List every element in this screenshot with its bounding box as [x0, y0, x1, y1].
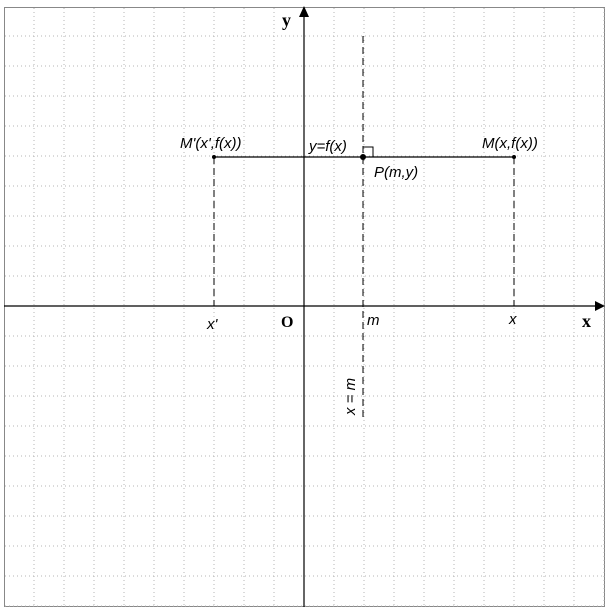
y-axis-label: y	[282, 10, 291, 30]
tick-label-m: m	[367, 312, 380, 329]
point-m-prime-label: M'(x',f(x))	[180, 135, 242, 152]
point-m	[512, 155, 516, 159]
x-axis-arrow	[595, 301, 605, 311]
tick-label-x-prime: x'	[206, 316, 219, 333]
point-p	[360, 154, 366, 160]
symmetry-line-label: x = m	[342, 378, 359, 416]
point-m-prime	[212, 155, 216, 159]
tick-label-x: x	[508, 311, 517, 328]
horizontal-line-label: y=f(x)	[308, 138, 347, 155]
x-axis-label: x	[582, 311, 591, 331]
right-angle-marker	[363, 146, 374, 157]
y-axis-arrow	[299, 6, 309, 17]
point-p-label: P(m,y)	[374, 164, 418, 181]
point-m-label: M(x,f(x))	[482, 135, 538, 152]
origin-label: O	[281, 314, 293, 331]
